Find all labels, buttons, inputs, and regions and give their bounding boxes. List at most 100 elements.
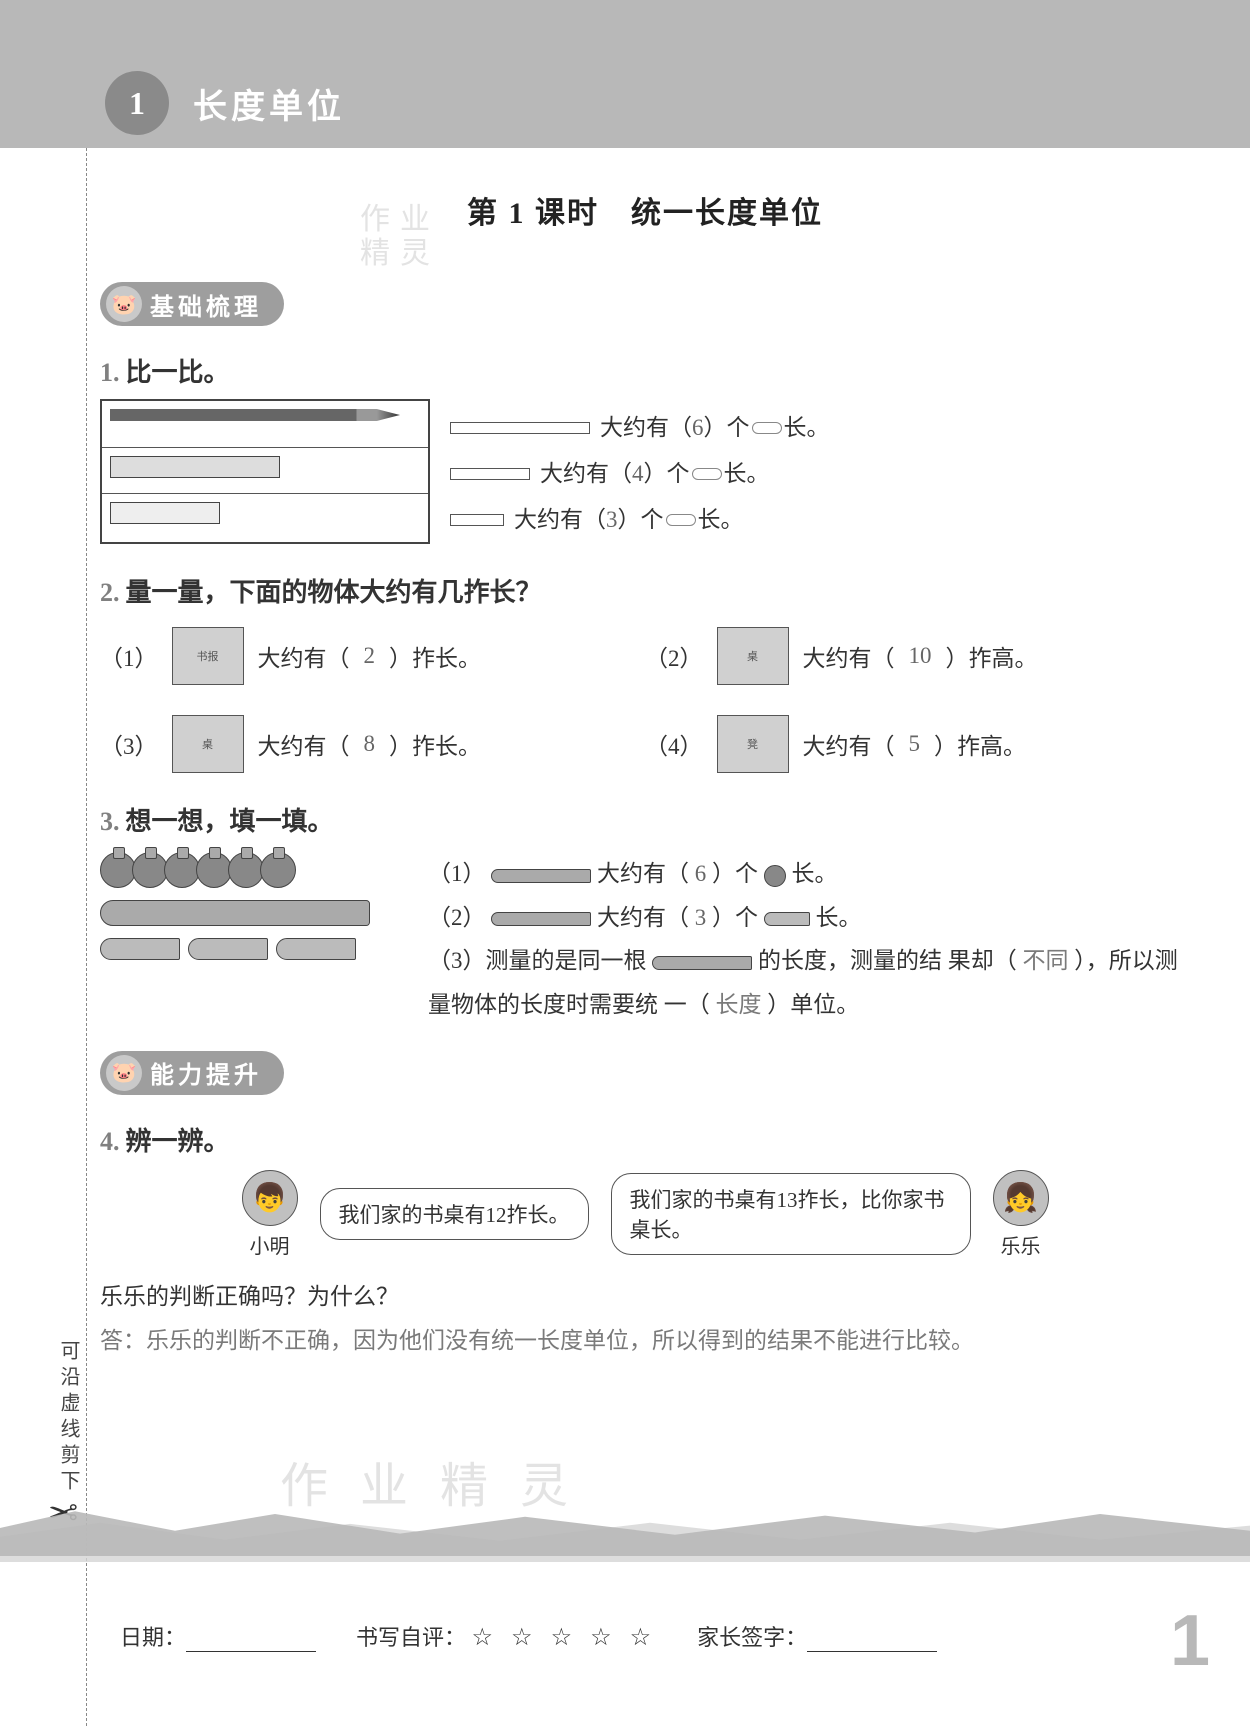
idx: （2） — [428, 905, 486, 930]
q1-lines: 大约有（ 6 ）个 长。 大约有（ 4 ）个 长。 大约有（ 3 ）个 长。 — [450, 399, 830, 543]
q2-heading: 2. 量一量，下面的物体大约有几拃长？ — [100, 572, 1190, 609]
tomato-row — [100, 852, 400, 888]
section-basic-pill: 🐷 基础梳理 — [100, 282, 284, 326]
lele-name: 乐乐 — [993, 1230, 1049, 1259]
text: 长。 — [816, 905, 862, 930]
cucumber-icon — [652, 956, 752, 970]
q2-item: （1） 书报 大约有（ 2 ）拃长。 — [100, 627, 645, 685]
answer: 10 — [909, 643, 932, 669]
q4-title: 辨一辨。 — [126, 1121, 230, 1158]
tomato-icon — [764, 865, 786, 887]
cut-line-label: 可沿虚线剪下 — [54, 1340, 83, 1496]
footer: 日期： 书写自评： ☆ ☆ ☆ ☆ ☆ 家长签字： — [100, 1620, 1190, 1652]
idx: （1） — [100, 639, 158, 673]
watermark: 精灵 — [360, 228, 440, 272]
eraser-icon — [110, 502, 220, 524]
q3-text: （1） 大约有（ 6 ）个 长。 （2） 大约有（ 3 ）个 长。 （3）测量的… — [428, 852, 1190, 1027]
text: 大约有（ — [514, 497, 606, 543]
pencil-icon — [110, 409, 400, 421]
section-ability-pill: 🐷 能力提升 — [100, 1051, 284, 1095]
text: ）单位。 — [767, 992, 859, 1017]
self-eval: 书写自评： ☆ ☆ ☆ ☆ ☆ — [356, 1620, 657, 1652]
answer: 3 — [606, 497, 618, 543]
text: （3）测量的是同一根 — [428, 948, 647, 973]
top-banner — [0, 0, 1250, 58]
carrot-icon — [764, 912, 810, 926]
tomato-icon — [100, 852, 136, 888]
q3-heading: 3. 想一想，填一填。 — [100, 801, 1190, 838]
carrot-icon — [100, 938, 180, 960]
answer: 8 — [364, 731, 376, 757]
q1-line: 大约有（ 6 ）个 长。 — [450, 405, 830, 451]
text: 大约有（ — [597, 861, 689, 886]
cut-line — [86, 148, 87, 1726]
cucumber-icon — [100, 900, 370, 926]
watermark: 作 业 精 灵 — [280, 1446, 578, 1516]
pencil-bar-icon — [450, 422, 590, 434]
date-label: 日期： — [120, 1620, 316, 1652]
q3-title: 想一想，填一填。 — [126, 801, 334, 838]
chapter-number-burst: 1 — [105, 71, 169, 135]
text: 大约有（ — [540, 451, 632, 497]
idx: （4） — [645, 727, 703, 761]
section-ability-label: 能力提升 — [150, 1055, 262, 1090]
q1-line: 大约有（ 4 ）个 长。 — [450, 451, 830, 497]
parent-sign: 家长签字： — [697, 1620, 937, 1652]
lesson-title: 第 1 课时 统一长度单位 — [100, 188, 1190, 232]
sign-blank[interactable] — [807, 1626, 937, 1652]
ruler-icon — [110, 456, 280, 478]
q2-num: 2. — [100, 578, 120, 608]
answer: 不同 — [1023, 948, 1069, 973]
carrot-icon — [276, 938, 356, 960]
paperclip-icon — [692, 468, 722, 480]
pig-icon: 🐷 — [106, 1055, 142, 1091]
text: 一（ — [664, 992, 710, 1017]
idx: （2） — [645, 639, 703, 673]
lele-block: 👧 乐乐 — [993, 1170, 1049, 1259]
chapter-title: 长度单位 — [193, 79, 345, 128]
idx: （1） — [428, 861, 486, 886]
q4-answer: 答：乐乐的判断不正确，因为他们没有统一长度单位，所以得到的结果不能进行比较。 — [100, 1319, 1190, 1363]
text: 大约有（ — [597, 905, 689, 930]
cucumber-icon — [491, 912, 591, 926]
q1-line: 大约有（ 3 ）个 长。 — [450, 497, 830, 543]
paperclip-icon — [666, 514, 696, 526]
text: 长。 — [792, 861, 838, 886]
pig-icon: 🐷 — [106, 286, 142, 322]
chapter-banner: 1 长度单位 — [0, 58, 1250, 148]
q1-num: 1. — [100, 358, 120, 388]
lele-avatar: 👧 — [993, 1170, 1049, 1226]
text: 大约有（ — [803, 727, 895, 761]
star-rating[interactable]: ☆ ☆ ☆ ☆ ☆ — [472, 1625, 658, 1651]
q3-line3: （3）测量的是同一根 的长度，测量的结 果却（ 不同 ），所以测量物体的长度时需… — [428, 939, 1190, 1026]
stool-icon: 凳 — [717, 715, 789, 773]
q2-item: （2） 桌 大约有（ 10 ）拃高。 — [645, 627, 1190, 685]
answer: 5 — [909, 731, 921, 757]
text: ）个 — [712, 861, 758, 886]
q1-body: 大约有（ 6 ）个 长。 大约有（ 4 ）个 长。 大约有（ 3 ）个 长。 — [100, 399, 1190, 544]
xiaoming-name: 小明 — [242, 1230, 298, 1259]
q1-title: 比一比。 — [126, 352, 230, 389]
text: 书写自评： — [356, 1625, 466, 1650]
q3-line2: （2） 大约有（ 3 ）个 长。 — [428, 896, 1190, 940]
cucumber-row — [100, 900, 400, 926]
q2-item: （3） 桌 大约有（ 8 ）拃长。 — [100, 715, 645, 773]
lele-speech: 我们家的书桌有13拃长，比你家书桌长。 — [611, 1173, 971, 1255]
text: ）个 — [704, 405, 750, 451]
ruler-bar-icon — [450, 468, 530, 480]
q3-body: （1） 大约有（ 6 ）个 长。 （2） 大约有（ 3 ）个 长。 （3）测量的… — [100, 852, 1190, 1027]
cucumber-icon — [491, 869, 591, 883]
paperclip-icon — [752, 422, 782, 434]
answer: 6 — [692, 405, 704, 451]
text: 日期： — [120, 1625, 186, 1650]
xiaoming-speech: 我们家的书桌有12拃长。 — [320, 1188, 589, 1240]
xiaoming-block: 👦 小明 — [242, 1170, 298, 1259]
text: 家长签字： — [697, 1625, 807, 1650]
date-blank[interactable] — [186, 1626, 316, 1652]
answer: 6 — [695, 861, 707, 886]
table-icon: 桌 — [172, 715, 244, 773]
text: 长。 — [724, 451, 770, 497]
text: ）拃高。 — [946, 639, 1038, 673]
eraser-bar-icon — [450, 514, 504, 526]
q4-heading: 4. 辨一辨。 — [100, 1121, 1190, 1158]
